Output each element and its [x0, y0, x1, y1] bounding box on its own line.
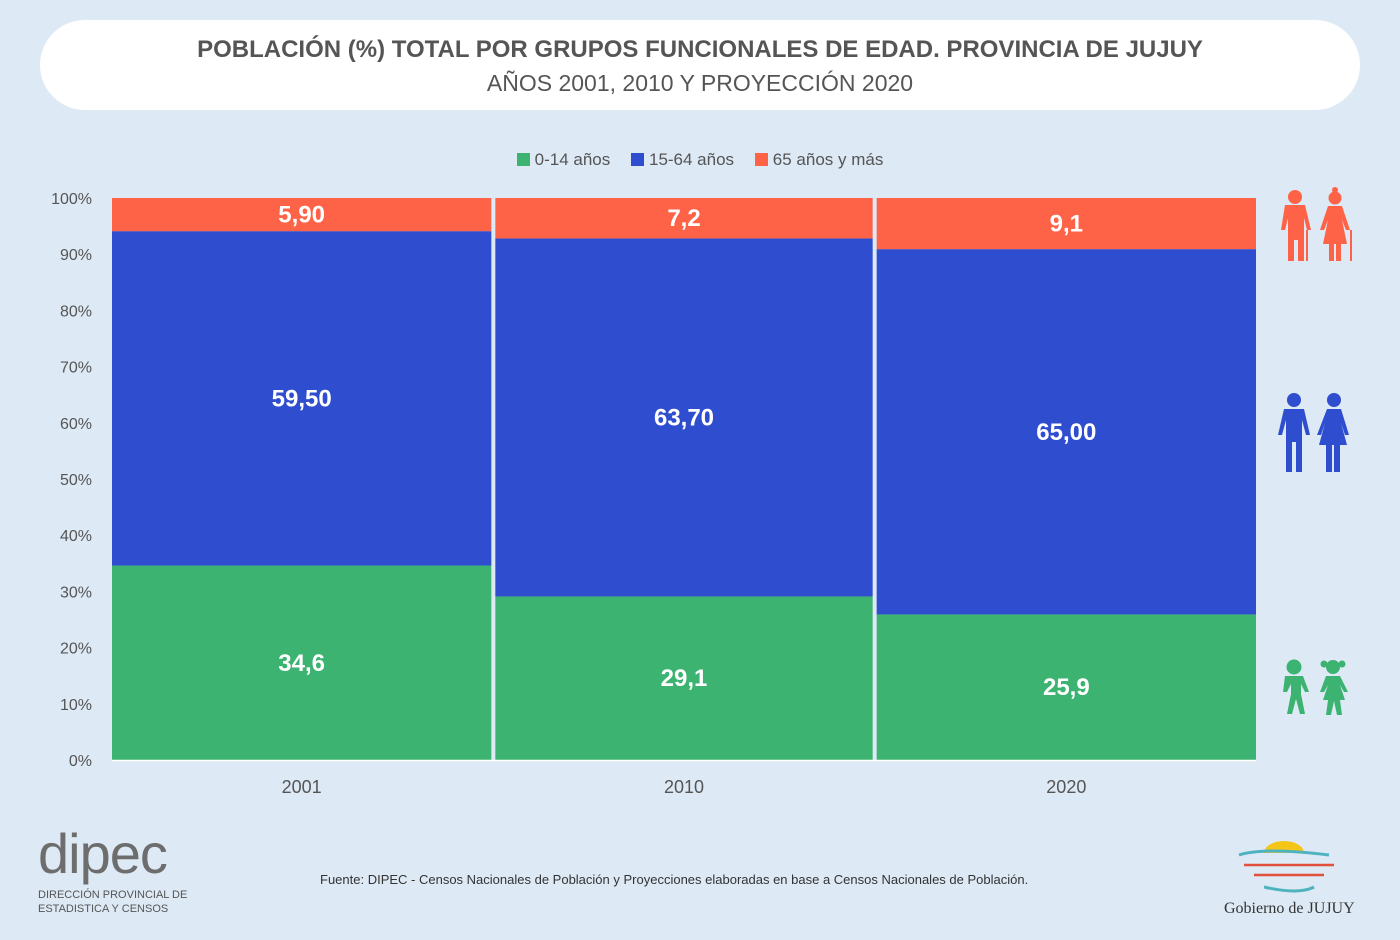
x-tick-label: 2001: [282, 777, 322, 797]
y-tick-label: 60%: [60, 416, 92, 433]
y-tick-label: 70%: [60, 360, 92, 377]
x-tick-label: 2020: [1046, 777, 1086, 797]
bar-segment: [112, 231, 492, 566]
y-tick-label: 10%: [60, 697, 92, 714]
data-label: 29,1: [661, 665, 708, 692]
bar-segment: [495, 596, 873, 760]
stacked-bar-chart: 0% 10% 20% 30% 40% 50% 60% 70% 80% 90% 100% 34,6 59,…: [51, 191, 1256, 797]
bar-segment: [876, 198, 1256, 250]
y-tick-label: 20%: [60, 641, 92, 658]
title-box: POBLACIÓN (%) TOTAL POR GRUPOS FUNCIONAL…: [40, 20, 1360, 110]
bar-segment: [495, 198, 873, 239]
chart-title: POBLACIÓN (%) TOTAL POR GRUPOS FUNCIONAL…: [197, 36, 1203, 63]
legend: 0-14 años 15-64 años 65 años y más: [0, 150, 1400, 170]
data-label: 5,90: [278, 202, 325, 229]
bar-segment: [112, 198, 492, 232]
chart-subtitle: AÑOS 2001, 2010 Y PROYECCIÓN 2020: [486, 70, 914, 96]
child-icon: [1283, 659, 1348, 715]
adult-icon: [1278, 393, 1349, 472]
y-tick-label: 0%: [69, 753, 92, 770]
legend-item-65: 65 años y más: [754, 150, 883, 169]
bar-segment: [112, 565, 492, 760]
data-label: 25,9: [1043, 674, 1090, 701]
dipec-logo: dipec DIRECCIÓN PROVINCIAL DE ESTADISTICA…: [38, 822, 188, 916]
y-tick-label: 40%: [60, 528, 92, 545]
y-tick-label: 80%: [60, 303, 92, 320]
data-label: 59,50: [272, 385, 332, 412]
bar-segment: [876, 614, 1256, 760]
bar-segment: [876, 249, 1256, 615]
data-label: 63,70: [654, 404, 714, 431]
data-label: 65,00: [1036, 419, 1096, 446]
y-tick-label: 30%: [60, 584, 92, 601]
y-tick-label: 90%: [60, 247, 92, 264]
y-tick-label: 50%: [60, 472, 92, 489]
source-note: Fuente: DIPEC - Censos Nacionales de Pob…: [320, 872, 1029, 887]
data-label: 34,6: [278, 650, 325, 677]
data-label: 7,2: [667, 205, 700, 232]
legend-item-15-64: 15-64 años: [630, 150, 734, 169]
gobierno-jujuy-logo: Gobierno de JUJUY: [1224, 835, 1355, 918]
bar-segment: [495, 238, 873, 597]
legend-item-0-14: 0-14 años: [516, 150, 610, 169]
x-tick-label: 2010: [664, 777, 704, 797]
y-tick-label: 100%: [51, 191, 92, 208]
data-label: 9,1: [1050, 211, 1083, 238]
elderly-icon: [1281, 187, 1352, 261]
